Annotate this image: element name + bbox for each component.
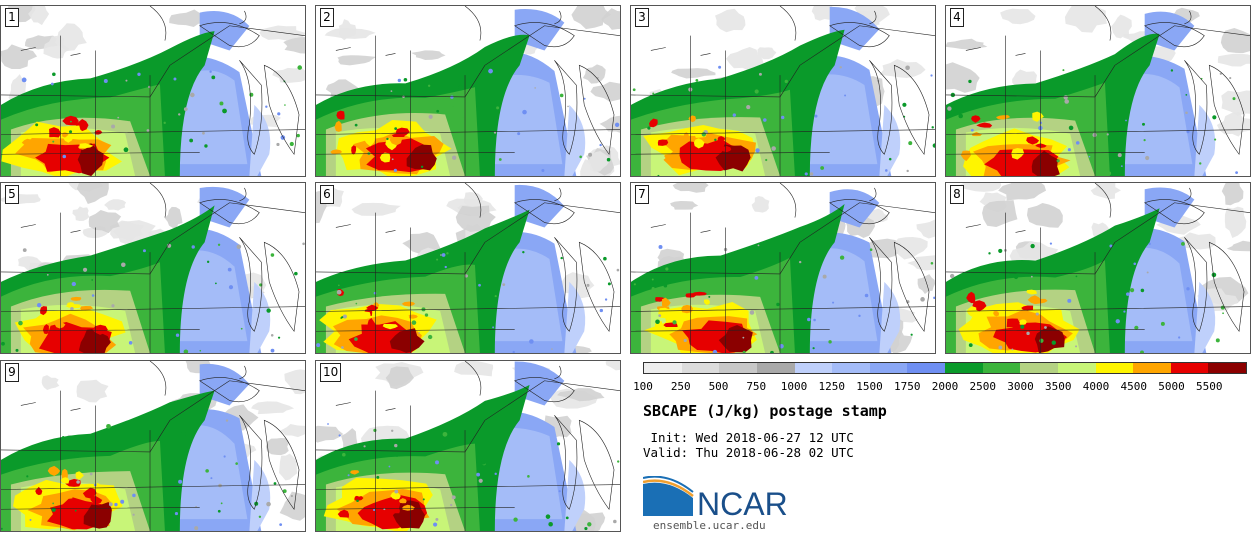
colorbar-tick: 500 [708, 380, 729, 393]
colorbar-tick: 250 [670, 380, 691, 393]
member-number-label: 8 [950, 185, 964, 204]
sbcape-map [631, 6, 935, 176]
colorbar-tick: 4500 [1120, 380, 1148, 393]
colorbar-tick-labels: 100 250 500 750 1000 1250 1500 1750 2000 2500 3000… [633, 380, 1247, 394]
postage-stamp-panel: 8 [945, 182, 1251, 354]
postage-stamp-panel: 9 [0, 360, 306, 532]
postage-stamp-panel: 10 [315, 360, 621, 532]
colorbar-swatch [1057, 363, 1096, 373]
postage-stamp-panel: 7 [630, 182, 936, 354]
colorbar-tick: 1000 [780, 380, 808, 393]
member-number-label: 6 [320, 185, 334, 204]
website-url: ensemble.ucar.edu [653, 519, 766, 532]
colorbar-swatch [644, 363, 682, 373]
postage-stamp-panel: 4 [945, 5, 1251, 177]
colorbar-tick: 5500 [1196, 380, 1223, 393]
member-number-label: 7 [635, 185, 649, 204]
colorbar-tick: 4000 [1082, 380, 1110, 393]
colorbar-swatch [1170, 363, 1209, 373]
colorbar-tick: 2500 [969, 380, 997, 393]
colorbar [643, 362, 1247, 374]
colorbar-swatch [869, 363, 908, 373]
colorbar-swatch [1095, 363, 1134, 373]
postage-stamp-panel: 5 [0, 182, 306, 354]
postage-stamp-panel: 3 [630, 5, 936, 177]
sbcape-map [1, 6, 305, 176]
colorbar-tick: 100 [633, 380, 653, 393]
colorbar-tick: 3500 [1045, 380, 1072, 393]
colorbar-tick: 750 [746, 380, 767, 393]
figure-title: SBCAPE (J/kg) postage stamp [643, 402, 887, 420]
ncar-logo: NCAR [643, 476, 788, 520]
sbcape-map [316, 6, 620, 176]
colorbar-tick: 2000 [931, 380, 959, 393]
colorbar-tick: 1250 [818, 380, 846, 393]
colorbar-swatch [982, 363, 1021, 373]
member-number-label: 5 [5, 185, 19, 204]
colorbar-swatch [832, 363, 870, 373]
colorbar-tick: 3000 [1007, 380, 1034, 393]
sbcape-map [316, 361, 620, 531]
sbcape-map [1, 361, 305, 531]
valid-time: Valid: Thu 2018-06-28 02 UTC [643, 445, 854, 460]
sbcape-map [946, 6, 1250, 176]
colorbar-swatch [1133, 363, 1171, 373]
member-number-label: 1 [5, 8, 19, 27]
logo-wordmark: NCAR [697, 486, 788, 520]
colorbar-swatch [1208, 363, 1246, 373]
sbcape-map [631, 183, 935, 353]
postage-stamp-panel: 6 [315, 182, 621, 354]
init-time: Init: Wed 2018-06-27 12 UTC [643, 430, 854, 445]
postage-stamp-panel: 2 [315, 5, 621, 177]
colorbar-swatch [945, 363, 983, 373]
member-number-label: 10 [320, 363, 342, 382]
colorbar-swatch [719, 363, 757, 373]
colorbar-swatch [907, 363, 945, 373]
colorbar-swatch [681, 363, 720, 373]
postage-stamp-panel: 1 [0, 5, 306, 177]
member-number-label: 3 [635, 8, 649, 27]
sbcape-map [1, 183, 305, 353]
member-number-label: 4 [950, 8, 964, 27]
colorbar-tick: 1500 [856, 380, 883, 393]
colorbar-tick: 1750 [894, 380, 921, 393]
colorbar-tick: 5000 [1158, 380, 1185, 393]
colorbar-swatch [794, 363, 833, 373]
colorbar-swatch [756, 363, 795, 373]
member-number-label: 9 [5, 363, 19, 382]
sbcape-map [946, 183, 1250, 353]
sbcape-map [316, 183, 620, 353]
member-number-label: 2 [320, 8, 334, 27]
colorbar-swatch [1020, 363, 1058, 373]
